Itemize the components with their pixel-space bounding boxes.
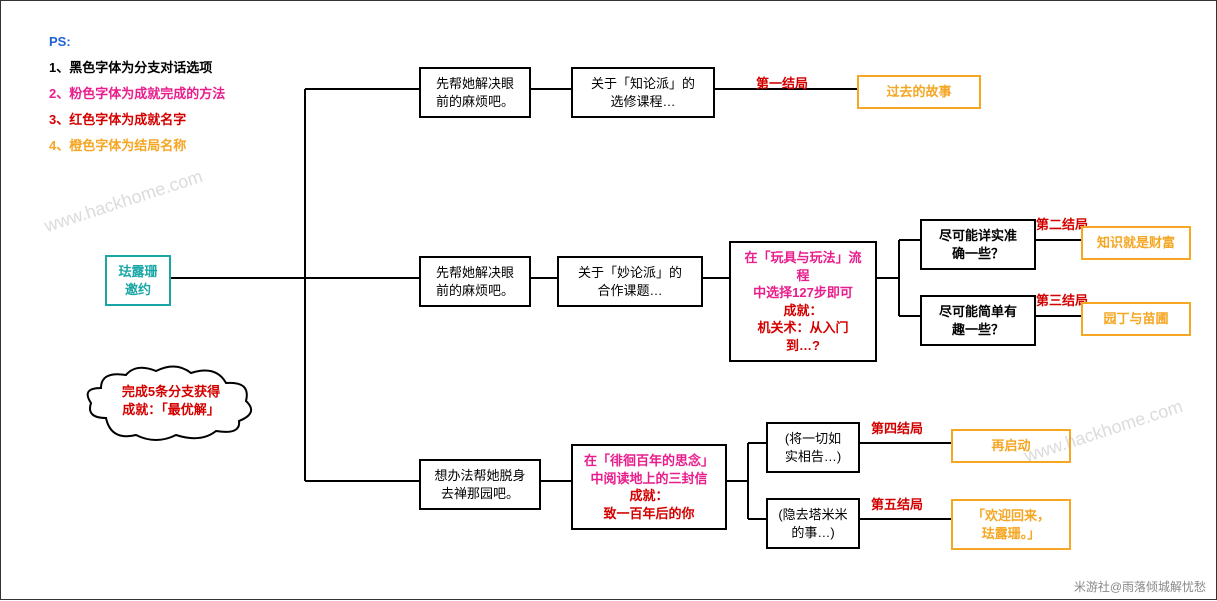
r3-ending-1: 第四结局: [871, 418, 923, 437]
r2-outcome-2: 园丁与苗圃: [1081, 302, 1191, 336]
r1-outcome: 过去的故事: [857, 75, 981, 109]
r3-branch-1: (将一切如实相告…): [766, 422, 860, 473]
r2-choice-b: 关于「妙论派」的合作课题…: [557, 256, 703, 307]
legend-item-2: 2、粉色字体为成就完成的方法: [49, 81, 225, 107]
r2-branch-2: 尽可能简单有趣一些？: [920, 295, 1036, 346]
diagram-frame: PS: 1、黑色字体为分支对话选项 2、粉色字体为成就完成的方法 3、红色字体为…: [0, 0, 1217, 600]
legend-item-1: 1、黑色字体为分支对话选项: [49, 55, 225, 81]
credit: 米游社@雨落倾城解忧愁: [1074, 578, 1206, 595]
legend-item-3: 3、红色字体为成就名字: [49, 107, 225, 133]
r3-ending-2: 第五结局: [871, 494, 923, 513]
r2-choice-a: 先帮她解决眼前的麻烦吧。: [419, 256, 531, 307]
start-node: 珐露珊 邀约: [105, 255, 171, 306]
cloud-text: 完成5条分支获得 成就：「最优解」: [101, 383, 241, 419]
legend: PS: 1、黑色字体为分支对话选项 2、粉色字体为成就完成的方法 3、红色字体为…: [49, 29, 225, 159]
r1-ending-label: 第一结局: [756, 73, 808, 92]
r3-branch-2: (隐去塔米米的事…): [766, 498, 860, 549]
legend-title: PS:: [49, 29, 225, 55]
legend-item-4: 4、橙色字体为结局名称: [49, 133, 225, 159]
r3-outcome-2: 「欢迎回来，珐露珊。」: [951, 499, 1071, 550]
r3-outcome-1: 再启动: [951, 429, 1071, 463]
r1-choice-b: 关于「知论派」的选修课程…: [571, 67, 715, 118]
r2-branch-1: 尽可能详实准确一些？: [920, 219, 1036, 270]
r2-outcome-1: 知识就是财富: [1081, 226, 1191, 260]
watermark: www.hackhome.com: [42, 166, 205, 237]
r1-choice-a: 先帮她解决眼前的麻烦吧。: [419, 67, 531, 118]
r3-achievement: 在「徘徊百年的思念」中阅读地上的三封信 成就：致一百年后的你: [571, 444, 727, 530]
r2-achievement: 在「玩具与玩法」流程中选择127步即可 成就：机关术：从入门到…?: [729, 241, 877, 362]
r3-choice-a: 想办法帮她脱身去禅那园吧。: [419, 459, 541, 510]
